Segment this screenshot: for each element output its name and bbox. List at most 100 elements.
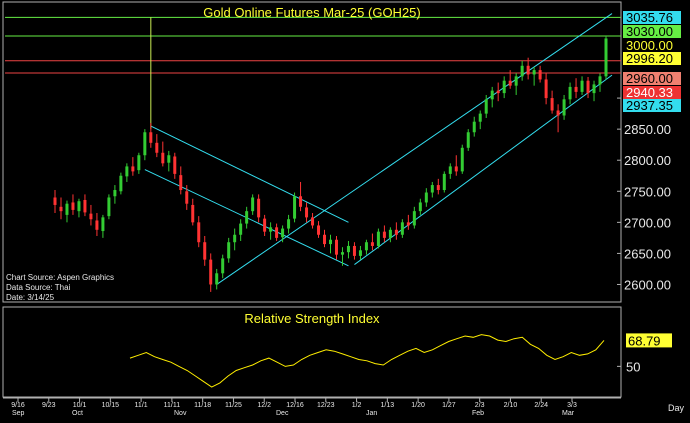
channel-line (150, 125, 349, 223)
candle-body (95, 220, 99, 230)
month-label: Dec (276, 410, 289, 417)
candle-body (538, 70, 542, 80)
candle-body (119, 175, 123, 192)
candle-up (514, 73, 518, 95)
candle-body (394, 229, 398, 235)
x-tick-label: 2/24 (534, 402, 548, 409)
candle-body (514, 76, 518, 86)
candle-down (382, 225, 386, 243)
candle-down (394, 222, 398, 240)
candle-up (460, 144, 464, 174)
candle-down (574, 78, 578, 99)
candle-body (562, 99, 566, 116)
x-tick-label: 9/23 (42, 402, 56, 409)
candle-body (167, 155, 171, 163)
price-label-box (623, 11, 681, 24)
candle-body (412, 211, 416, 226)
candle-up (125, 163, 129, 182)
source-line-date: Date: 3/14/25 (6, 293, 55, 302)
rsi-value-box (626, 333, 672, 348)
candle-body (125, 166, 129, 177)
x-tick-label: 1/20 (411, 402, 425, 409)
candle-down (323, 229, 327, 248)
candle-up (466, 129, 470, 151)
price-label: 2996.20 (623, 51, 681, 66)
candle-body (370, 242, 374, 246)
y-tick-label: 2700.00 (624, 215, 671, 230)
candle-down (71, 194, 75, 215)
price-label: 3000.00 (623, 38, 681, 53)
candle-body (430, 185, 434, 193)
candle-body (107, 197, 111, 217)
candle-body (358, 250, 362, 256)
price-label: 3035.76 (623, 10, 681, 25)
candle-body (209, 259, 213, 285)
candle-body (604, 38, 608, 77)
candle-up (412, 206, 416, 229)
candle-body (544, 79, 548, 99)
candle-up (346, 240, 350, 259)
candle-up (167, 150, 171, 172)
rsi-value-label: 68.79 (628, 333, 661, 348)
candle-up (502, 76, 506, 99)
candle-body (317, 225, 321, 235)
rsi-series: 50 68.79 (129, 333, 672, 388)
candle-down (53, 190, 57, 214)
candle-up (562, 94, 566, 120)
candle-body (263, 218, 267, 232)
time-axis: 9/16 9/23 10/1 10/15 11/1 11/11 11/18 11/25 12/2… (3, 397, 621, 417)
candle-up (580, 76, 584, 95)
x-tick-label: 2/3 (475, 402, 485, 409)
price-label-text: 2937.35 (626, 98, 673, 113)
candle-body (388, 229, 392, 238)
candle-up (113, 185, 117, 204)
candle-up (340, 247, 344, 266)
candle-up (430, 181, 434, 198)
rsi-pane (2, 306, 622, 398)
candle-body (520, 65, 524, 77)
candle-up (221, 254, 225, 279)
candle-body (233, 234, 237, 243)
x-tick-label: 10/1 (73, 402, 87, 409)
candle-down (305, 202, 309, 223)
candle-body (161, 152, 165, 164)
candle-down (191, 198, 195, 226)
rsi-title: Relative Strength Index (244, 311, 380, 326)
x-tick-label: 12/2 (257, 402, 271, 409)
x-tick-label: 10/15 (102, 402, 120, 409)
candle-up (215, 268, 219, 290)
y-tick-label: 2850.00 (624, 122, 671, 137)
x-tick-label: 12/16 (286, 402, 304, 409)
x-tick-label: 11/11 (164, 402, 181, 409)
candle-body (185, 191, 189, 204)
candle-body (490, 90, 494, 100)
candle-up (245, 206, 249, 229)
candle-body (203, 242, 207, 260)
candle-body (346, 245, 350, 253)
candle-up (65, 200, 69, 223)
candle-body (251, 197, 255, 212)
candle-body (71, 202, 75, 210)
candle-body (131, 166, 135, 172)
candle-down (89, 204, 93, 226)
candle-up (137, 152, 141, 174)
candle-down (299, 181, 303, 212)
price-label-text: 2940.33 (626, 85, 673, 100)
candle-up (287, 214, 291, 234)
candle-down (275, 223, 279, 241)
candle-body (376, 231, 380, 246)
candle-up (143, 129, 147, 161)
candle-down (209, 253, 213, 292)
price-pane (2, 1, 622, 303)
candle-body (592, 84, 596, 94)
month-label: Feb (472, 410, 484, 417)
candle-up (448, 163, 452, 179)
candle-down (173, 152, 177, 179)
candle-up (293, 192, 297, 223)
candle-body (364, 242, 368, 251)
candle-body (598, 76, 602, 85)
candle-body (269, 227, 273, 232)
candle-body (143, 132, 147, 156)
